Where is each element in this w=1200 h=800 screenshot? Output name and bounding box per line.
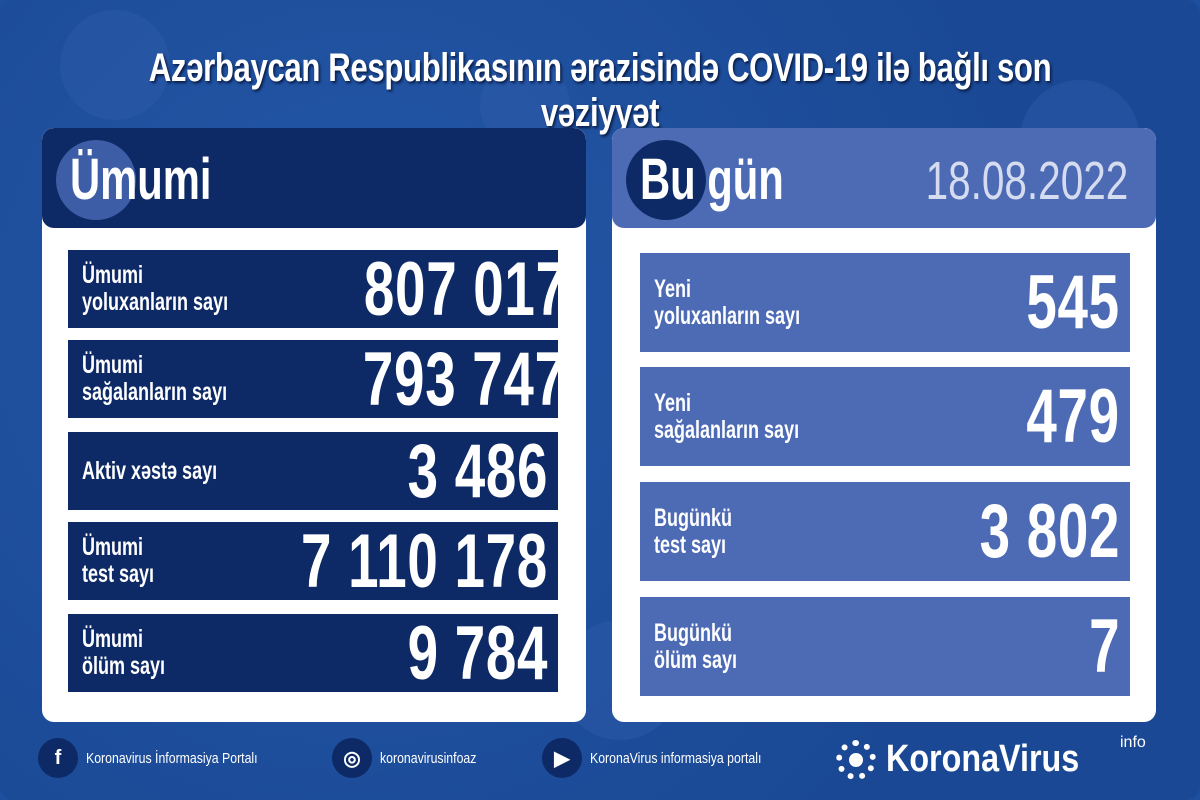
sun-icon <box>836 739 876 780</box>
virus-decoration <box>60 10 170 120</box>
stat-value: 9 784 <box>407 610 548 696</box>
footer: f Koronavirus İnformasiya Portalı ◎ korona… <box>38 738 832 778</box>
youtube-icon: ▶ <box>542 738 582 778</box>
stat-value: 807 017 <box>363 246 567 332</box>
today-panel: Bu gün 18.08.2022 Yeni yoluxanların sayı 5… <box>612 128 1156 722</box>
stat-value: 545 <box>1026 260 1120 345</box>
today-heading: Bu gün <box>640 147 784 212</box>
youtube-label: KoronaVirus informasiya portalı <box>590 749 762 767</box>
instagram-link[interactable]: ◎ koronavirusinfoaz <box>332 738 520 778</box>
stat-row: Yeni yoluxanların sayı 545 <box>640 253 1130 352</box>
youtube-link[interactable]: ▶ KoronaVirus informasiya portalı <box>542 738 810 778</box>
logo-sup: info <box>1120 734 1146 751</box>
facebook-label: Koronavirus İnformasiya Portalı <box>86 749 258 767</box>
virus-icon <box>56 140 136 220</box>
instagram-label: koronavirusinfoaz <box>380 749 477 767</box>
instagram-icon: ◎ <box>332 738 372 778</box>
stat-label: Ümumi test sayı <box>82 533 155 588</box>
stat-value: 7 110 178 <box>301 518 548 604</box>
stat-value: 479 <box>1026 374 1120 459</box>
stat-label: Ümumi sağalanların sayı <box>82 351 228 406</box>
virus-icon <box>626 140 706 220</box>
total-header: Ümumi <box>42 128 586 228</box>
stat-row: Ümumi test sayı 7 110 178 <box>68 519 558 604</box>
stat-row: Aktiv xəstə sayı 3 486 <box>68 429 558 514</box>
logo-text: KoronaVirus <box>886 738 1080 780</box>
stat-value: 793 747 <box>362 336 566 422</box>
facebook-icon: f <box>38 738 78 778</box>
stat-value: 3 802 <box>979 489 1120 574</box>
stat-value: 7 <box>1088 604 1120 689</box>
page-title: Azərbaycan Respublikasının ərazisində CO… <box>0 46 1200 136</box>
stat-label: Bugünkü ölüm sayı <box>654 618 738 674</box>
total-heading: Ümumi <box>70 147 212 212</box>
stat-row: Bugünkü test sayı 3 802 <box>640 482 1130 581</box>
total-panel: Ümumi Ümumi yoluxanların sayı 807 017 Ümum… <box>42 128 586 722</box>
today-header: Bu gün 18.08.2022 <box>612 128 1156 228</box>
stat-label: Yeni yoluxanların sayı <box>654 274 801 330</box>
stat-row: Ümumi yoluxanların sayı 807 017 <box>68 247 566 332</box>
stat-label: Yeni sağalanların sayı <box>654 388 800 444</box>
stat-row: Bugünkü ölüm sayı 7 <box>640 597 1130 696</box>
stat-label: Ümumi yoluxanların sayı <box>82 261 229 316</box>
stat-value: 3 486 <box>407 428 548 514</box>
stat-row: Ümumi ölüm sayı 9 784 <box>68 611 558 696</box>
facebook-link[interactable]: f Koronavirus İnformasiya Portalı <box>38 738 316 778</box>
stat-row: Yeni sağalanların sayı 479 <box>640 367 1130 466</box>
stat-row: Ümumi sağalanların sayı 793 747 <box>68 337 565 422</box>
stat-label: Bugünkü test sayı <box>654 503 732 559</box>
stat-label: Aktiv xəstə sayı <box>82 456 218 485</box>
koronavirus-logo: KoronaVirus info <box>836 734 1146 781</box>
date: 18.08.2022 <box>925 151 1128 211</box>
stat-label: Ümumi ölüm sayı <box>82 625 166 680</box>
title-text: Azərbaycan Respublikasının ərazisində CO… <box>148 46 1052 135</box>
